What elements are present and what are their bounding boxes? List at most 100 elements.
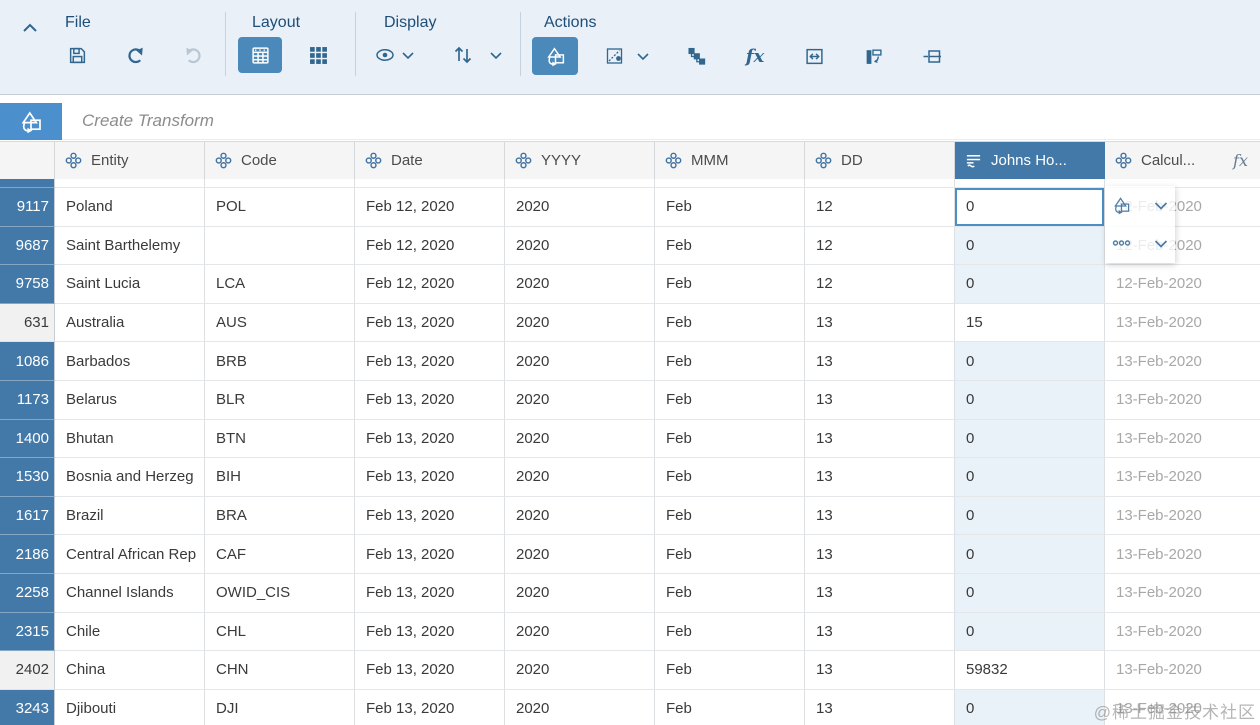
- cell-code[interactable]: BLR: [205, 380, 355, 420]
- cell-mmm[interactable]: Feb: [655, 419, 805, 459]
- visibility-menu-button[interactable]: [368, 37, 414, 73]
- cell-yyyy[interactable]: 2020: [505, 342, 655, 381]
- cell-date[interactable]: Feb 12, 2020: [355, 226, 505, 266]
- transform-expression-input[interactable]: Create Transform: [62, 103, 1260, 140]
- cell-johns[interactable]: 0: [955, 458, 1105, 497]
- cell-johns[interactable]: 59832: [955, 651, 1105, 690]
- cell-date[interactable]: Feb 13, 2020: [355, 380, 505, 420]
- column-header-johns-selected[interactable]: Johns Ho...: [955, 142, 1105, 180]
- row-number-cell[interactable]: 2258: [0, 573, 55, 613]
- cell-code[interactable]: AUS: [205, 303, 355, 343]
- cell-entity[interactable]: Australia: [55, 303, 205, 343]
- cell-johns[interactable]: 0: [955, 612, 1105, 652]
- cell-yyyy[interactable]: 2020: [505, 226, 655, 266]
- cell-johns[interactable]: 0: [955, 188, 1105, 227]
- cell-mmm[interactable]: Feb: [655, 342, 805, 381]
- cell-calculated[interactable]: 13-Feb-2020: [1105, 303, 1260, 343]
- pivot-button[interactable]: [851, 38, 895, 74]
- cell-entity[interactable]: China: [55, 651, 205, 690]
- cell-entity[interactable]: Poland: [55, 188, 205, 227]
- cell-johns[interactable]: 0: [955, 265, 1105, 304]
- cell-entity[interactable]: Brazil: [55, 496, 205, 536]
- cell-date[interactable]: Feb 13, 2020: [355, 496, 505, 536]
- cell-entity[interactable]: Central African Rep: [55, 535, 205, 574]
- cell-yyyy[interactable]: 2020: [505, 651, 655, 690]
- popup-options-menu-button[interactable]: [1105, 225, 1175, 264]
- cell-date[interactable]: Feb 13, 2020: [355, 612, 505, 652]
- cell-dd[interactable]: 13: [805, 342, 955, 381]
- cell-dd[interactable]: 13: [805, 689, 955, 725]
- cell-dd[interactable]: 12: [805, 265, 955, 304]
- cell-calculated[interactable]: 13-Feb-2020: [1105, 689, 1260, 725]
- cell-dd[interactable]: 13: [805, 573, 955, 613]
- collapse-toolbar-button[interactable]: [16, 16, 44, 40]
- table-view-button[interactable]: [238, 37, 282, 73]
- row-number-cell[interactable]: 1086: [0, 342, 55, 381]
- cell-code[interactable]: BTN: [205, 419, 355, 459]
- row-number-cell[interactable]: 3243: [0, 689, 55, 725]
- row-number-cell[interactable]: 2186: [0, 535, 55, 574]
- cell-yyyy[interactable]: 2020: [505, 535, 655, 574]
- cell-mmm[interactable]: Feb: [655, 188, 805, 227]
- cell-dd[interactable]: 13: [805, 496, 955, 536]
- hierarchy-button[interactable]: [674, 38, 718, 74]
- cell-mmm[interactable]: Feb: [655, 226, 805, 266]
- cell-dd[interactable]: 13: [805, 419, 955, 459]
- cell-calculated[interactable]: 13-Feb-2020: [1105, 342, 1260, 381]
- cell-yyyy[interactable]: 2020: [505, 496, 655, 536]
- column-header-entity[interactable]: Entity: [55, 142, 205, 180]
- cell-dd[interactable]: 13: [805, 303, 955, 343]
- column-header-yyyy[interactable]: YYYY: [505, 142, 655, 180]
- cell-entity[interactable]: Barbados: [55, 342, 205, 381]
- row-number-cell[interactable]: 631: [0, 303, 55, 343]
- cell-calculated[interactable]: 13-Feb-2020: [1105, 419, 1260, 459]
- row-number-cell[interactable]: 9758: [0, 265, 55, 304]
- cell-mmm[interactable]: Feb: [655, 573, 805, 613]
- cell-mmm[interactable]: Feb: [655, 612, 805, 652]
- cell-date[interactable]: Feb 13, 2020: [355, 342, 505, 381]
- cell-mmm[interactable]: Feb: [655, 265, 805, 304]
- cell-mmm[interactable]: Feb: [655, 651, 805, 690]
- cell-entity[interactable]: Djibouti: [55, 689, 205, 725]
- cell-dd[interactable]: 12: [805, 188, 955, 227]
- column-header-calculated[interactable]: Calcul...: [1105, 142, 1260, 180]
- cell-johns[interactable]: 0: [955, 573, 1105, 613]
- cell-mmm[interactable]: Feb: [655, 380, 805, 420]
- cell-entity[interactable]: Saint Barthelemy: [55, 226, 205, 266]
- cell-entity[interactable]: Saint Lucia: [55, 265, 205, 304]
- cell-dd[interactable]: 13: [805, 458, 955, 497]
- cell-code[interactable]: [205, 226, 355, 266]
- cell-dd[interactable]: 13: [805, 380, 955, 420]
- cell-mmm[interactable]: Feb: [655, 689, 805, 725]
- fit-width-button[interactable]: [792, 38, 836, 74]
- cell-yyyy[interactable]: 2020: [505, 689, 655, 725]
- column-header-dd[interactable]: DD: [805, 142, 955, 180]
- card-view-button[interactable]: [296, 37, 340, 73]
- row-number-cell[interactable]: 2402: [0, 651, 55, 690]
- cell-yyyy[interactable]: 2020: [505, 458, 655, 497]
- cell-yyyy[interactable]: 2020: [505, 265, 655, 304]
- cell-mmm[interactable]: Feb: [655, 303, 805, 343]
- cell-calculated[interactable]: 13-Feb-2020: [1105, 496, 1260, 536]
- cell-calculated[interactable]: 13-Feb-2020: [1105, 573, 1260, 613]
- cell-dd[interactable]: 13: [805, 612, 955, 652]
- cell-johns[interactable]: 15: [955, 303, 1105, 343]
- merge-button[interactable]: [910, 38, 954, 74]
- cell-code[interactable]: BRA: [205, 496, 355, 536]
- cell-entity[interactable]: Belarus: [55, 380, 205, 420]
- row-number-cell[interactable]: 1400: [0, 419, 55, 459]
- redo-button[interactable]: [171, 37, 215, 73]
- cell-code[interactable]: DJI: [205, 689, 355, 725]
- cell-code[interactable]: BIH: [205, 458, 355, 497]
- save-button[interactable]: [55, 37, 99, 73]
- cell-code[interactable]: CHN: [205, 651, 355, 690]
- cell-yyyy[interactable]: 2020: [505, 573, 655, 613]
- column-header-mmm[interactable]: MMM: [655, 142, 805, 180]
- row-number-cell[interactable]: 9687: [0, 226, 55, 266]
- cell-date[interactable]: Feb 13, 2020: [355, 651, 505, 690]
- cell-entity[interactable]: Channel Islands: [55, 573, 205, 613]
- cell-johns[interactable]: 0: [955, 342, 1105, 381]
- cell-code[interactable]: CAF: [205, 535, 355, 574]
- column-header-date[interactable]: Date: [355, 142, 505, 180]
- cell-johns[interactable]: 0: [955, 380, 1105, 420]
